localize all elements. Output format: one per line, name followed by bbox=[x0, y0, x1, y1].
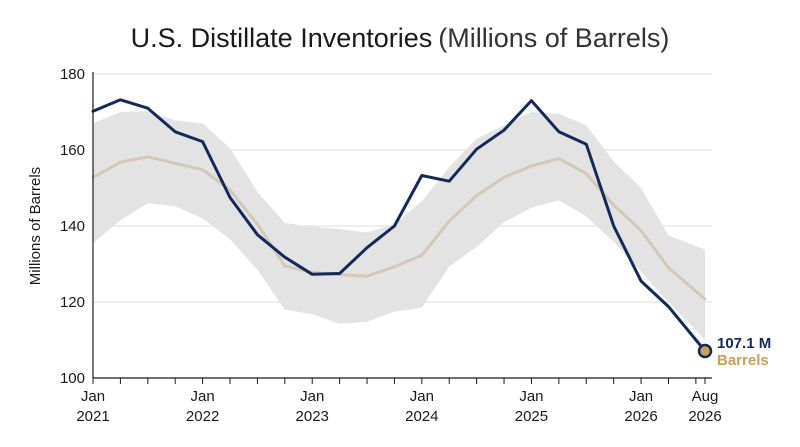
x-tick-label-month: Jan bbox=[191, 388, 215, 405]
x-tick-label-month: Jan bbox=[629, 388, 653, 405]
x-tick-label-year: 2026 bbox=[624, 408, 657, 425]
x-tick-label-year: 2026 bbox=[688, 408, 721, 425]
y-tick-label: 160 bbox=[60, 142, 85, 159]
series-lines bbox=[91, 98, 707, 353]
x-tick-labels: Jan 2021 Jan 2022 Jan 2023 Jan 2024 Jan 2025 Jan 20… bbox=[76, 388, 721, 425]
x-tick-label-month: Jan bbox=[519, 388, 543, 405]
title-main: U.S. Distillate Inventories bbox=[131, 23, 433, 53]
y-tick-label: 140 bbox=[60, 218, 85, 235]
svg-text:U.S. Distillate Inventories(Mi: U.S. Distillate Inventories (Millions of … bbox=[131, 23, 670, 53]
x-tick-label-year: 2021 bbox=[76, 408, 109, 425]
x-tick-label-month: Jan bbox=[300, 388, 324, 405]
historical-range-band bbox=[93, 111, 705, 340]
y-tick-labels: 100 120 140 160 180 bbox=[60, 66, 85, 387]
x-tick-label-year: 2024 bbox=[405, 408, 438, 425]
x-tick-label-month: Aug bbox=[692, 388, 719, 405]
axes bbox=[92, 72, 712, 384]
x-tick-label-year: 2023 bbox=[296, 408, 329, 425]
title-subtitle: (Millions of Barrels) bbox=[438, 23, 669, 53]
actual-inventory-line bbox=[91, 98, 707, 353]
y-tick-label: 180 bbox=[60, 66, 85, 83]
chart-title: U.S. Distillate Inventories (Millions of … bbox=[131, 23, 670, 53]
x-tick-label-month: Jan bbox=[410, 388, 434, 405]
x-tick-label-year: 2022 bbox=[186, 408, 219, 425]
range-band-area bbox=[93, 111, 705, 340]
average-line bbox=[91, 155, 707, 301]
end-unit-label: Barrels bbox=[717, 352, 769, 369]
end-value-label: 107.1 M bbox=[717, 335, 771, 352]
y-axis-label: Millions of Barrels bbox=[27, 167, 44, 285]
y-tick-label: 120 bbox=[60, 294, 85, 311]
x-tick-label-year: 2025 bbox=[515, 408, 548, 425]
end-point-marker bbox=[697, 343, 713, 359]
y-tick-label: 100 bbox=[60, 370, 85, 387]
x-tick-label-month: Jan bbox=[81, 388, 105, 405]
